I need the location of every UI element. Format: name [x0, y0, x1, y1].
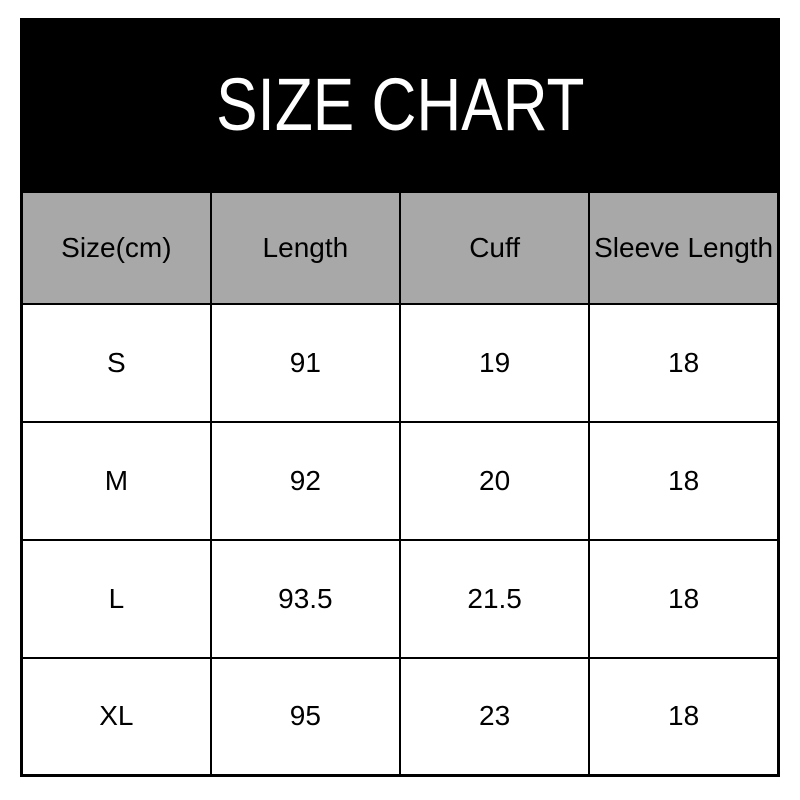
column-header-size: Size(cm): [20, 190, 212, 305]
sleeve-length-value-cell: 18: [588, 656, 780, 777]
table-row-m: M 92 20 18: [20, 420, 780, 541]
header-row: Size(cm) Length Cuff Sleeve Length: [20, 190, 780, 305]
size-label-cell: S: [20, 302, 212, 423]
length-value-cell: 91: [209, 302, 402, 423]
size-chart-content: SIZE CHART Size(cm) Length Cuff Sleeve L…: [20, 18, 780, 777]
size-table: Size(cm) Length Cuff Sleeve Length S 91 …: [20, 190, 780, 777]
size-label-cell: M: [20, 420, 212, 541]
size-label-cell: XL: [20, 656, 212, 777]
column-header-length: Length: [209, 190, 402, 305]
column-header-sleeve-length: Sleeve Length: [588, 190, 780, 305]
cuff-value-cell: 19: [398, 302, 591, 423]
size-table-header: Size(cm) Length Cuff Sleeve Length: [20, 190, 780, 305]
length-value-cell: 93.5: [209, 538, 402, 659]
size-table-body: S 91 19 18 M 92 20 18 L 93.5 21.5 18: [20, 302, 780, 777]
length-value-cell: 95: [209, 656, 402, 777]
length-value-cell: 92: [209, 420, 402, 541]
size-chart-banner: SIZE CHART: [20, 18, 780, 190]
table-row-xl: XL 95 23 18: [20, 656, 780, 777]
table-row-s: S 91 19 18: [20, 302, 780, 423]
cuff-value-cell: 21.5: [398, 538, 591, 659]
sleeve-length-value-cell: 18: [588, 302, 780, 423]
size-chart-title: SIZE CHART: [215, 62, 585, 146]
cuff-value-cell: 20: [398, 420, 591, 541]
cuff-value-cell: 23: [398, 656, 591, 777]
sleeve-length-value-cell: 18: [588, 538, 780, 659]
size-label-cell: L: [20, 538, 212, 659]
table-row-l: L 93.5 21.5 18: [20, 538, 780, 659]
column-header-cuff: Cuff: [398, 190, 591, 305]
sleeve-length-value-cell: 18: [588, 420, 780, 541]
